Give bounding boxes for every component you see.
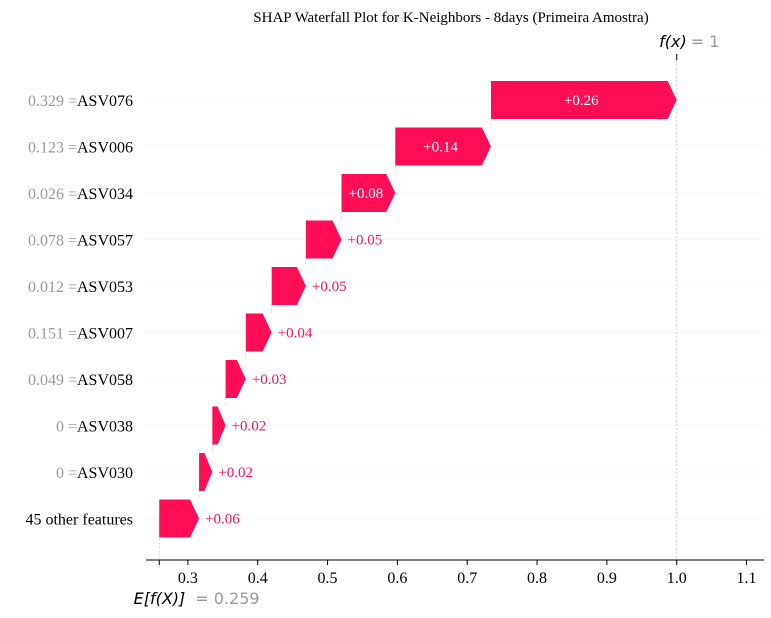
contribution-bar <box>271 267 306 305</box>
feature-label: 0 =ASV030 <box>56 465 133 482</box>
feature-label: 0.012 =ASV053 <box>28 279 133 296</box>
feature-value: 0.123 = <box>28 140 77 157</box>
contribution-bar <box>341 174 396 212</box>
base-value-text: = 0.259 <box>195 589 259 608</box>
x-tick-label: 0.3 <box>178 570 198 587</box>
annotations: f(x) = 1 E[f(X)] = 0.259 <box>134 32 720 608</box>
feature-name: ASV053 <box>77 279 133 296</box>
contribution-label: +0.14 <box>423 140 458 156</box>
base-value-label: E[f(X)] <box>134 589 186 608</box>
contribution-bar <box>305 220 342 259</box>
x-axis: 0.3 0.4 0.5 0.6 0.7 0.8 0.9 1.0 1.1 <box>146 559 764 587</box>
feature-label: 0.123 =ASV006 <box>28 140 133 157</box>
feature-value: 0.012 = <box>28 279 77 296</box>
feature-label: 45 other features <box>25 512 133 529</box>
feature-name: ASV006 <box>77 140 133 157</box>
x-tick-label: 0.4 <box>248 570 268 587</box>
x-tick-label: 0.5 <box>318 570 338 587</box>
output-value-text: = 1 <box>691 32 720 51</box>
bars: +0.26 +0.14 +0.08 +0.05 +0.05 +0.04 +0.03 +0.02… <box>159 81 677 538</box>
x-tick-label: 0.9 <box>597 570 617 587</box>
feature-value: 0.078 = <box>28 233 77 250</box>
feature-name: ASV057 <box>77 233 133 250</box>
contribution-label: +0.05 <box>312 279 347 295</box>
x-tick-label: 1.1 <box>737 570 757 587</box>
contribution-label: +0.02 <box>232 419 267 435</box>
contribution-bar <box>490 81 677 119</box>
contribution-bar <box>225 360 246 398</box>
contribution-label: +0.05 <box>348 233 383 249</box>
feature-name: ASV076 <box>77 93 133 110</box>
feature-value: 0.151 = <box>28 326 77 343</box>
contribution-label: +0.08 <box>349 186 384 202</box>
feature-name: ASV007 <box>77 326 133 343</box>
x-tick-label: 0.6 <box>387 570 407 587</box>
contribution-label: +0.04 <box>278 326 313 342</box>
x-tick-label: 0.8 <box>527 570 547 587</box>
feature-label: 0 =ASV038 <box>56 419 133 436</box>
contribution-label: +0.06 <box>205 512 240 528</box>
contribution-label: +0.03 <box>252 372 287 388</box>
feature-name: ASV030 <box>77 465 133 482</box>
x-tick-label: 0.7 <box>457 570 477 587</box>
contribution-bar <box>395 127 491 166</box>
contribution-bar <box>245 313 272 352</box>
feature-label: 0.026 =ASV034 <box>28 186 133 203</box>
feature-value: 0.049 = <box>28 372 77 389</box>
contribution-bar <box>212 406 226 445</box>
feature-name: ASV038 <box>77 419 133 436</box>
feature-name: 45 other features <box>25 512 133 529</box>
x-tick-label: 1.0 <box>667 570 687 587</box>
feature-value: 0.026 = <box>28 186 77 203</box>
contribution-label: +0.02 <box>218 465 253 481</box>
feature-label: 0.078 =ASV057 <box>28 233 133 250</box>
contribution-label: +0.26 <box>564 93 599 109</box>
contribution-bar <box>199 453 213 491</box>
feature-label: 0.049 =ASV058 <box>28 372 133 389</box>
feature-value: 0.329 = <box>28 93 77 110</box>
chart-title: SHAP Waterfall Plot for K-Neighbors - 8d… <box>253 10 648 26</box>
feature-label: 0.329 =ASV076 <box>28 93 133 110</box>
feature-name: ASV058 <box>77 372 133 389</box>
output-value-label: f(x) <box>659 32 687 51</box>
feature-name: ASV034 <box>77 186 133 203</box>
feature-value: 0 = <box>56 465 77 482</box>
contribution-bar <box>159 499 200 538</box>
feature-value: 0 = <box>56 419 77 436</box>
feature-label: 0.151 =ASV007 <box>28 326 133 343</box>
